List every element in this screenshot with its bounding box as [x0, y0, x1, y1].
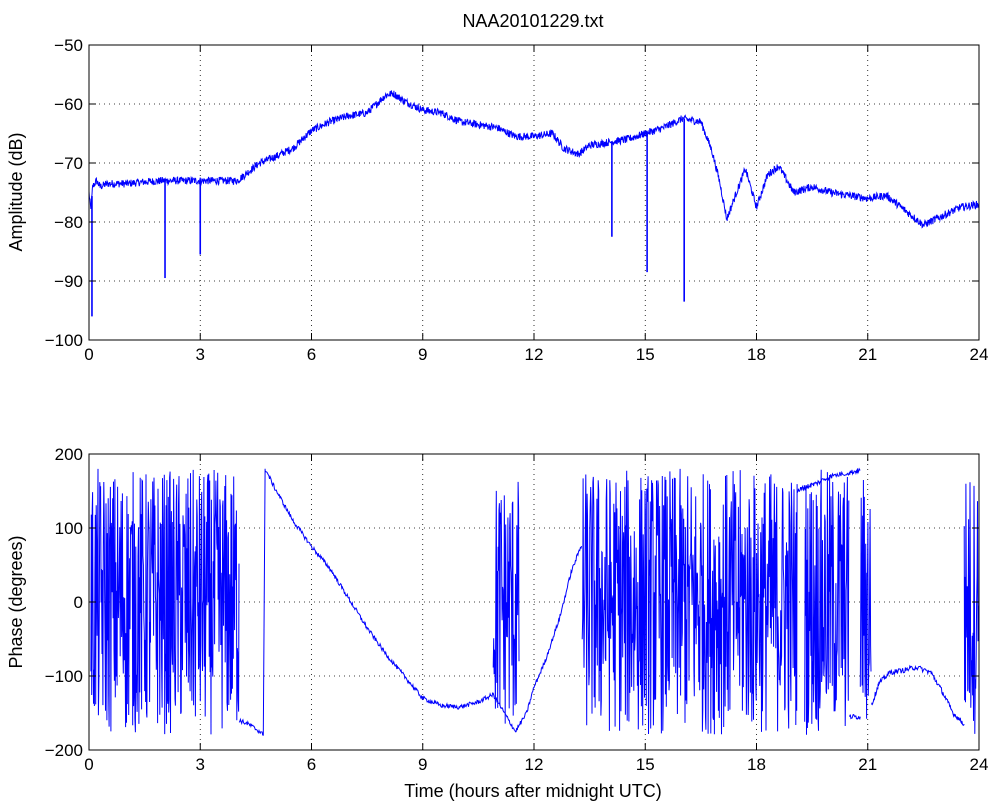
amp-x-tick-label: 24: [970, 345, 989, 364]
amp-x-tick-label: 21: [858, 345, 877, 364]
amp-y-tick-label: −100: [45, 331, 83, 350]
amplitude-grid: [89, 45, 979, 340]
amp-x-tick-label: 6: [307, 345, 316, 364]
phase-line: [238, 468, 583, 736]
phase-noise-band: [963, 482, 980, 734]
ph-y-tick-label: 0: [74, 593, 83, 612]
phase-segment: [796, 467, 861, 493]
ph-y-tick-label: 200: [55, 445, 83, 464]
ph-y-tick-label: 100: [55, 519, 83, 538]
ph-x-tick-label: 21: [858, 755, 877, 774]
amplitude-line: [88, 90, 980, 229]
amp-x-tick-label: 12: [525, 345, 544, 364]
phase-segment: [848, 714, 861, 720]
phase-x-axis-label: Time (hours after midnight UTC): [404, 781, 661, 801]
amplitude-ticks: 0 3 6 9 12 15 18 21 24 −50 −60 −70 −80 −90 −100: [45, 36, 989, 364]
amp-x-tick-label: 18: [747, 345, 766, 364]
amp-y-tick-label: −60: [54, 95, 83, 114]
phase-noise-band: [492, 481, 520, 724]
amp-x-tick-label: 3: [196, 345, 205, 364]
phase-series: [90, 467, 980, 736]
amp-y-tick-label: −90: [54, 272, 83, 291]
phase-noise-band: [859, 479, 872, 719]
amplitude-panel: 0 3 6 9 12 15 18 21 24 −50 −60 −70 −80 −90 −100 Amplit…: [6, 36, 988, 364]
ph-x-tick-label: 18: [747, 755, 766, 774]
ph-x-tick-label: 24: [970, 755, 989, 774]
ph-x-tick-label: 3: [196, 755, 205, 774]
phase-grid: [89, 454, 979, 750]
amp-y-tick-label: −50: [54, 36, 83, 55]
figure-title: NAA20101229.txt: [462, 11, 603, 31]
ph-y-tick-label: −100: [45, 667, 83, 686]
phase-segment: [871, 664, 965, 726]
phase-noise-band: [581, 468, 798, 735]
ph-x-tick-label: 6: [307, 755, 316, 774]
phase-panel: 0 3 6 9 12 15 18 21 24 200 100 0 −100 −200 Phase (deg…: [6, 445, 988, 801]
phase-noise-band: [90, 468, 240, 735]
ph-y-tick-label: −200: [45, 741, 83, 760]
amplitude-series: [88, 90, 980, 317]
amp-x-tick-label: 9: [418, 345, 427, 364]
phase-noise-band: [804, 469, 850, 735]
phase-ticks: 0 3 6 9 12 15 18 21 24 200 100 0 −100 −200: [45, 445, 989, 774]
amplitude-y-axis-label: Amplitude (dB): [6, 132, 26, 251]
ph-x-tick-label: 9: [418, 755, 427, 774]
phase-y-axis-label: Phase (degrees): [6, 535, 26, 668]
ph-x-tick-label: 15: [636, 755, 655, 774]
amp-y-tick-label: −80: [54, 213, 83, 232]
amp-x-tick-label: 0: [84, 345, 93, 364]
amp-x-tick-label: 15: [636, 345, 655, 364]
ph-x-tick-label: 0: [84, 755, 93, 774]
amp-y-tick-label: −70: [54, 154, 83, 173]
ph-x-tick-label: 12: [525, 755, 544, 774]
